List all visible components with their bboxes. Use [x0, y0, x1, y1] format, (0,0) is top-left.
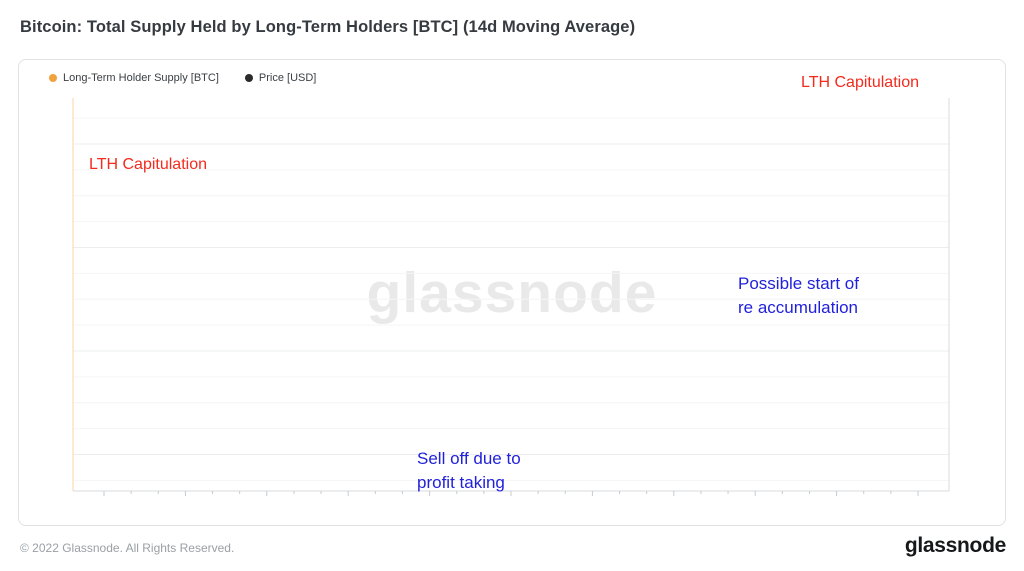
- page-title: Bitcoin: Total Supply Held by Long-Term …: [20, 18, 636, 36]
- chart-legend: Long-Term Holder Supply [BTC] Price [USD…: [49, 72, 316, 84]
- annotation-sell-off: Sell off due to profit taking: [417, 449, 521, 492]
- legend-item-supply[interactable]: Long-Term Holder Supply [BTC]: [49, 72, 219, 84]
- annotation-lth-capitulation-right: LTH Capitulation: [801, 74, 919, 91]
- legend-label-price: Price [USD]: [258, 72, 317, 84]
- chart-plot-area[interactable]: [19, 60, 1007, 527]
- annotation-lth-capitulation-left: LTH Capitulation: [89, 156, 207, 173]
- annotation-re-accumulation: Possible start of re accumulation: [738, 274, 859, 317]
- glassnode-logo: glassnode: [904, 534, 1006, 557]
- legend-item-price[interactable]: Price [USD]: [244, 72, 317, 84]
- glassnode-watermark: glassnode: [366, 260, 658, 325]
- copyright-text: © 2022 Glassnode. All Rights Reserved.: [20, 541, 235, 555]
- chart-panel: Long-Term Holder Supply [BTC] Price [USD…: [18, 59, 1006, 526]
- supply-series-swatch: [49, 74, 57, 82]
- price-series-swatch: [244, 74, 253, 82]
- legend-label-supply: Long-Term Holder Supply [BTC]: [63, 72, 219, 84]
